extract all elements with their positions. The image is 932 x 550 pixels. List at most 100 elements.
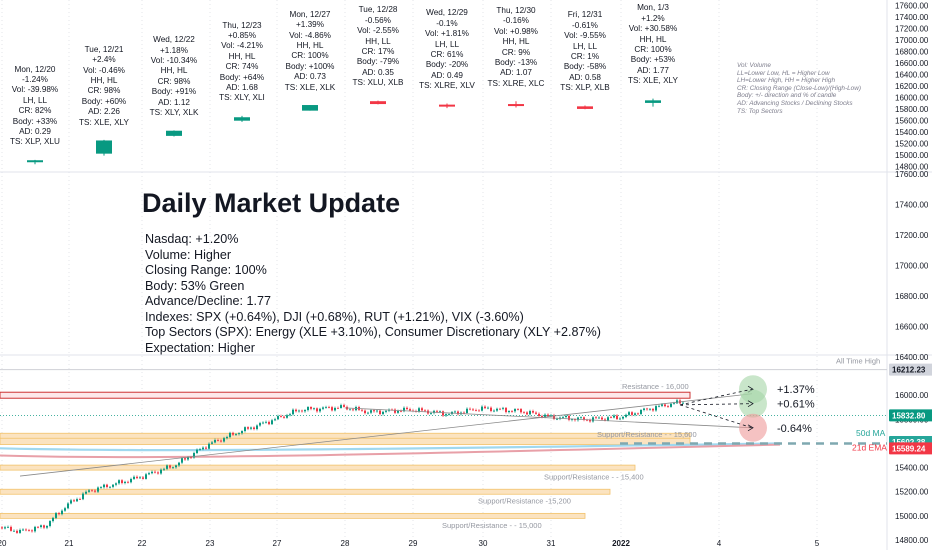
intraday-candle-body bbox=[64, 508, 66, 511]
x-tick-label: 31 bbox=[547, 539, 556, 548]
update-line: Indexes: SPX (+0.64%), DJI (+0.68%), RUT… bbox=[145, 309, 524, 324]
candle-header-line: CR: 9% bbox=[501, 47, 531, 57]
x-tick-label: 29 bbox=[409, 539, 418, 548]
intraday-candle-body bbox=[283, 416, 285, 418]
intraday-candle-body bbox=[298, 410, 300, 412]
legend-note: Body: +/- direction and % of candle bbox=[737, 92, 837, 100]
ma-label-50d: 50d MA bbox=[856, 428, 886, 438]
daily-candle-body bbox=[234, 117, 250, 121]
candle-header-line: CR: 100% bbox=[634, 45, 672, 55]
price-badge bbox=[889, 409, 932, 422]
intraday-candle-body bbox=[319, 408, 321, 412]
intraday-candle-body bbox=[214, 439, 216, 443]
intraday-candle-body bbox=[361, 409, 363, 411]
intraday-candle-body bbox=[163, 468, 165, 470]
intraday-candle-body bbox=[553, 415, 555, 419]
candle-header-line: CR: 82% bbox=[18, 106, 52, 116]
candle-header-line: Body: +100% bbox=[285, 61, 335, 71]
intraday-candle-body bbox=[157, 472, 159, 474]
upper-y-tick: 14800.00 bbox=[895, 162, 929, 171]
candle-header-line: TS: XLU, XLB bbox=[352, 78, 404, 88]
intraday-candle-body bbox=[328, 406, 330, 408]
intraday-candle-body bbox=[232, 432, 234, 435]
daily-candle-body bbox=[370, 101, 386, 105]
moving-average-21d bbox=[0, 443, 781, 459]
intraday-candle-body bbox=[445, 414, 447, 416]
intraday-candle-body bbox=[82, 493, 84, 500]
candle-header: Mon, 12/20 -1.24% Vol: -39.98% LH, LL CR: 82… bbox=[0, 65, 78, 148]
candle-header-line: CR: 100% bbox=[291, 51, 329, 61]
intraday-candle-body bbox=[532, 411, 534, 413]
intraday-candle-body bbox=[577, 417, 579, 421]
candle-header-line: Vol: -0.46% bbox=[83, 65, 125, 75]
intraday-candle-body bbox=[664, 404, 666, 407]
candle-header-line: Vol: +1.81% bbox=[425, 29, 469, 39]
candle-header-line: CR: 98% bbox=[157, 76, 191, 86]
candle-header-line: Vol: +0.98% bbox=[494, 26, 538, 36]
intraday-candle-body bbox=[175, 465, 177, 468]
candle-header-line: TS: XLRE, XLC bbox=[487, 78, 545, 88]
candle-header-line: HH, HL bbox=[296, 41, 324, 51]
intraday-candle-body bbox=[526, 412, 528, 415]
intraday-candle-body bbox=[100, 487, 102, 488]
candle-header-line: HH, HL bbox=[160, 66, 188, 76]
intraday-candle-body bbox=[301, 410, 303, 412]
intraday-candle-body bbox=[466, 408, 468, 413]
intraday-candle-body bbox=[31, 530, 33, 532]
update-line: Body: 53% Green bbox=[145, 278, 245, 293]
intraday-candle-body bbox=[373, 410, 375, 412]
candle-header-line: Body: +53% bbox=[630, 55, 676, 65]
upper-y-tick: 16200.00 bbox=[895, 82, 929, 91]
intraday-candle-body bbox=[28, 530, 30, 531]
intraday-candle-body bbox=[25, 529, 27, 531]
x-tick-label: 22 bbox=[138, 539, 147, 548]
intraday-candle-body bbox=[394, 409, 396, 413]
intraday-candle-body bbox=[289, 414, 291, 416]
ma-label-21d: 21d EMA bbox=[852, 443, 887, 453]
candle-header-line: Vol: +30.58% bbox=[628, 24, 678, 34]
intraday-candle-body bbox=[136, 476, 138, 479]
intraday-candle-body bbox=[103, 484, 105, 488]
intraday-candle-body bbox=[439, 411, 441, 413]
support-zone bbox=[0, 464, 636, 471]
candle-header-line: LH, LL bbox=[434, 39, 460, 49]
intraday-candle-body bbox=[631, 412, 633, 415]
candle-header-line: AD: 0.35 bbox=[362, 67, 394, 77]
intraday-candle-body bbox=[142, 477, 144, 479]
legend-note: TS: Top Sectors bbox=[737, 107, 783, 115]
intraday-candle-body bbox=[115, 483, 117, 485]
x-tick-label: 27 bbox=[273, 539, 282, 548]
intraday-candle-body bbox=[643, 408, 645, 410]
moving-average-50d bbox=[0, 442, 781, 452]
intraday-candle-body bbox=[487, 407, 489, 409]
intraday-candle-body bbox=[601, 417, 603, 420]
intraday-candle-body bbox=[652, 408, 654, 411]
support-zone bbox=[0, 432, 691, 439]
support-zone bbox=[0, 488, 611, 495]
daily-candle-body bbox=[166, 130, 182, 136]
middle-y-tick: 16400.00 bbox=[895, 353, 929, 362]
intraday-candle-body bbox=[166, 465, 168, 469]
intraday-candle-body bbox=[1, 527, 3, 529]
intraday-candle-body bbox=[673, 403, 675, 405]
intraday-candle-body bbox=[580, 417, 582, 419]
intraday-candle-body bbox=[529, 411, 531, 415]
intraday-candle-body bbox=[352, 409, 354, 411]
price-badge-label: 15589.24 bbox=[892, 444, 926, 453]
middle-y-tick: 16600.00 bbox=[895, 323, 929, 332]
intraday-candle-body bbox=[274, 419, 276, 421]
candle-header-line: Body: +91% bbox=[151, 87, 197, 97]
intraday-candle-body bbox=[118, 480, 120, 484]
intraday-candle-body bbox=[493, 410, 495, 412]
projection-label: -0.64% bbox=[777, 423, 812, 435]
candle-header-line: Mon, 12/20 bbox=[14, 64, 56, 74]
intraday-candle-body bbox=[598, 417, 600, 419]
update-title: Daily Market Update bbox=[142, 188, 401, 218]
intraday-candle-body bbox=[364, 410, 366, 414]
intraday-candle-body bbox=[208, 443, 210, 449]
intraday-candle-body bbox=[340, 405, 342, 408]
upper-y-tick: 16000.00 bbox=[895, 93, 929, 102]
candle-header-line: TS: XLP, XLB bbox=[560, 83, 610, 93]
projection-arrow-head bbox=[747, 400, 754, 408]
candle-header-line: +1.39% bbox=[296, 20, 324, 30]
